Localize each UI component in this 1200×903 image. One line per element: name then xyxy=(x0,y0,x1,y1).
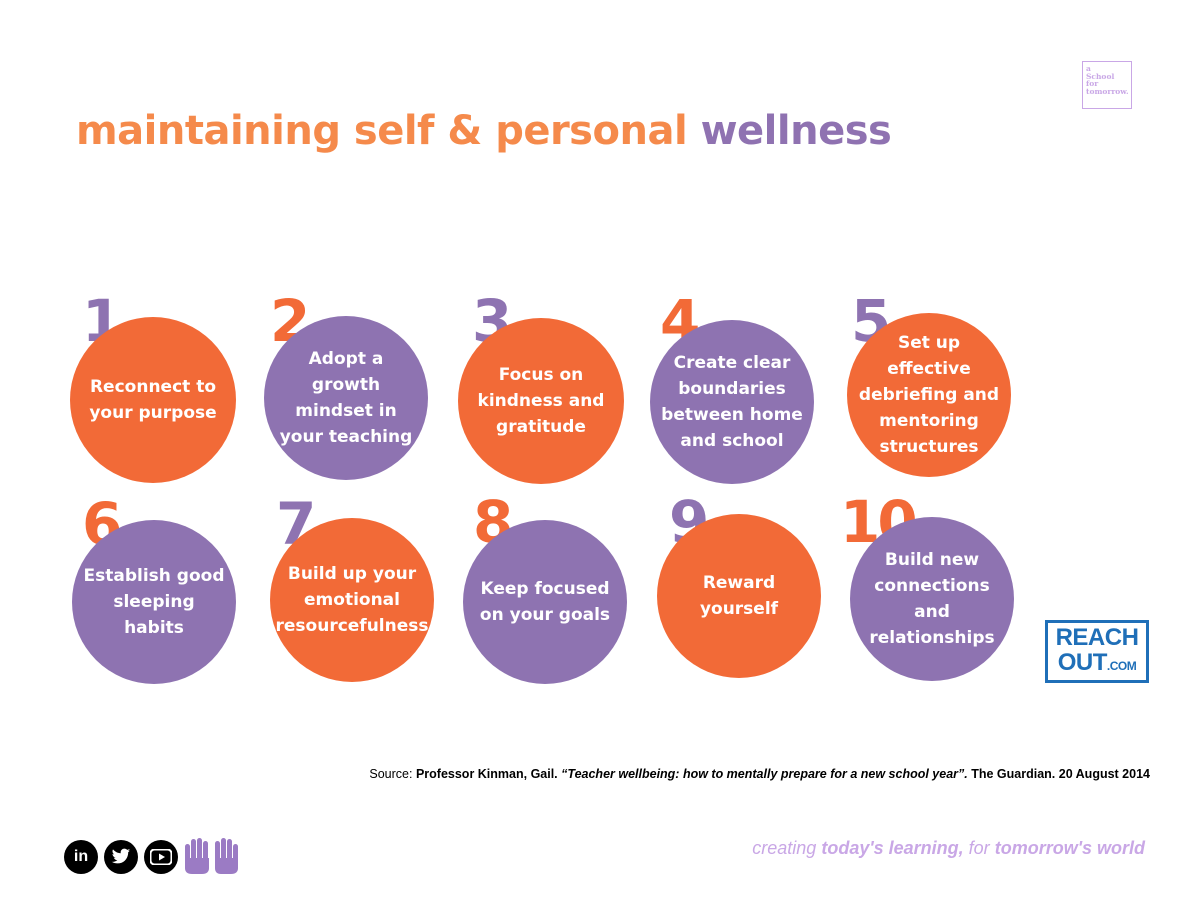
tagline: creating today's learning, for tomorrow'… xyxy=(752,838,1145,858)
tip-circle: Adopt a growth mindset in your teaching xyxy=(264,316,428,480)
page-title: maintaining self & personal wellness xyxy=(76,108,892,154)
title-part-1: maintaining self & personal xyxy=(76,108,688,154)
source-citation: Source: Professor Kinman, Gail. “Teacher… xyxy=(369,767,1150,781)
title-part-2: wellness xyxy=(700,108,892,154)
tip-2: 2 Adopt a growth mindset in your teachin… xyxy=(262,290,462,490)
tip-circle: Reward yourself xyxy=(657,514,821,678)
tip-circle: Build up your emotional resourcefulness xyxy=(270,518,434,682)
tip-4: 4 Create clear boundaries between home a… xyxy=(650,290,850,490)
tip-circle: Build new connections and relationships xyxy=(850,517,1014,681)
tip-3: 3 Focus on kindness and gratitude xyxy=(458,290,658,490)
tip-circle: Reconnect to your purpose xyxy=(70,317,236,483)
tip-8: 8 Keep focused on your goals xyxy=(463,490,663,690)
tip-circle: Keep focused on your goals xyxy=(463,520,627,684)
tip-5: 5 Set up effective debriefing and mentor… xyxy=(845,290,1045,490)
tip-9: 9 Reward yourself xyxy=(657,490,857,690)
twitter-icon[interactable] xyxy=(104,840,138,874)
tip-7: 7 Build up your emotional resourcefulnes… xyxy=(268,490,468,690)
tip-1: 1 Reconnect to your purpose xyxy=(70,290,270,490)
hands-icon xyxy=(182,836,242,880)
tip-6: 6 Establish good sleeping habits xyxy=(72,490,272,690)
tip-circle: Set up effective debriefing and mentorin… xyxy=(847,313,1011,477)
linkedin-icon[interactable]: in xyxy=(64,840,98,874)
social-links: in xyxy=(64,840,178,874)
tip-10: 10 Build new connections and relationshi… xyxy=(838,490,1038,690)
tip-circle: Create clear boundaries between home and… xyxy=(650,320,814,484)
school-for-tomorrow-logo: a School for tomorrow. xyxy=(1082,61,1132,109)
youtube-icon[interactable] xyxy=(144,840,178,874)
reachout-logo: REACH OUT.COM xyxy=(1045,620,1149,683)
tip-circle: Establish good sleeping habits xyxy=(72,520,236,684)
tip-circle: Focus on kindness and gratitude xyxy=(458,318,624,484)
